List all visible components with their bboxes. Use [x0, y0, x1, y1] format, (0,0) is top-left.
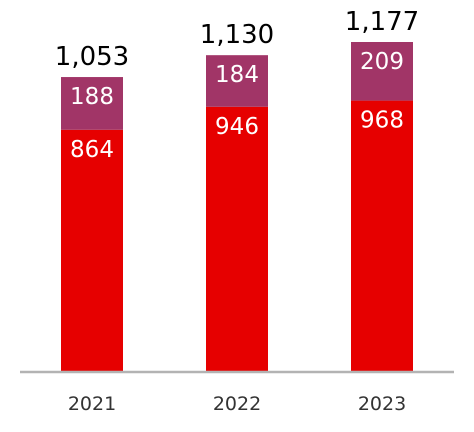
bar-segment-2023-series-1 — [351, 100, 413, 372]
segment-label-2023-series-2: 209 — [360, 49, 404, 75]
x-tick-labels: 2021 2022 2023 — [68, 393, 406, 415]
x-tick-label-2022: 2022 — [213, 393, 261, 415]
bar-segment-2021-series-1 — [61, 129, 123, 372]
segment-label-2021-series-1: 864 — [70, 137, 114, 163]
segment-label-2023-series-1: 968 — [360, 108, 404, 134]
bar-segment-2023-series-2 — [351, 42, 413, 101]
bars-layer — [61, 42, 413, 372]
segment-label-2022-series-1: 946 — [215, 114, 259, 140]
segment-label-2022-series-2: 184 — [215, 62, 259, 88]
total-label-2022: 1,130 — [200, 20, 274, 50]
segment-label-2021-series-2: 188 — [70, 84, 114, 110]
bar-segment-2022-series-1 — [206, 106, 268, 372]
total-label-2021: 1,053 — [55, 42, 129, 72]
labels-layer: 864 188 1,053 946 184 1,130 968 209 1,177 — [55, 7, 419, 163]
x-tick-label-2021: 2021 — [68, 393, 116, 415]
total-label-2023: 1,177 — [345, 7, 419, 37]
bar-segment-2022-series-2 — [206, 55, 268, 107]
x-tick-label-2023: 2023 — [358, 393, 406, 415]
bar-segment-2021-series-2 — [61, 77, 123, 130]
